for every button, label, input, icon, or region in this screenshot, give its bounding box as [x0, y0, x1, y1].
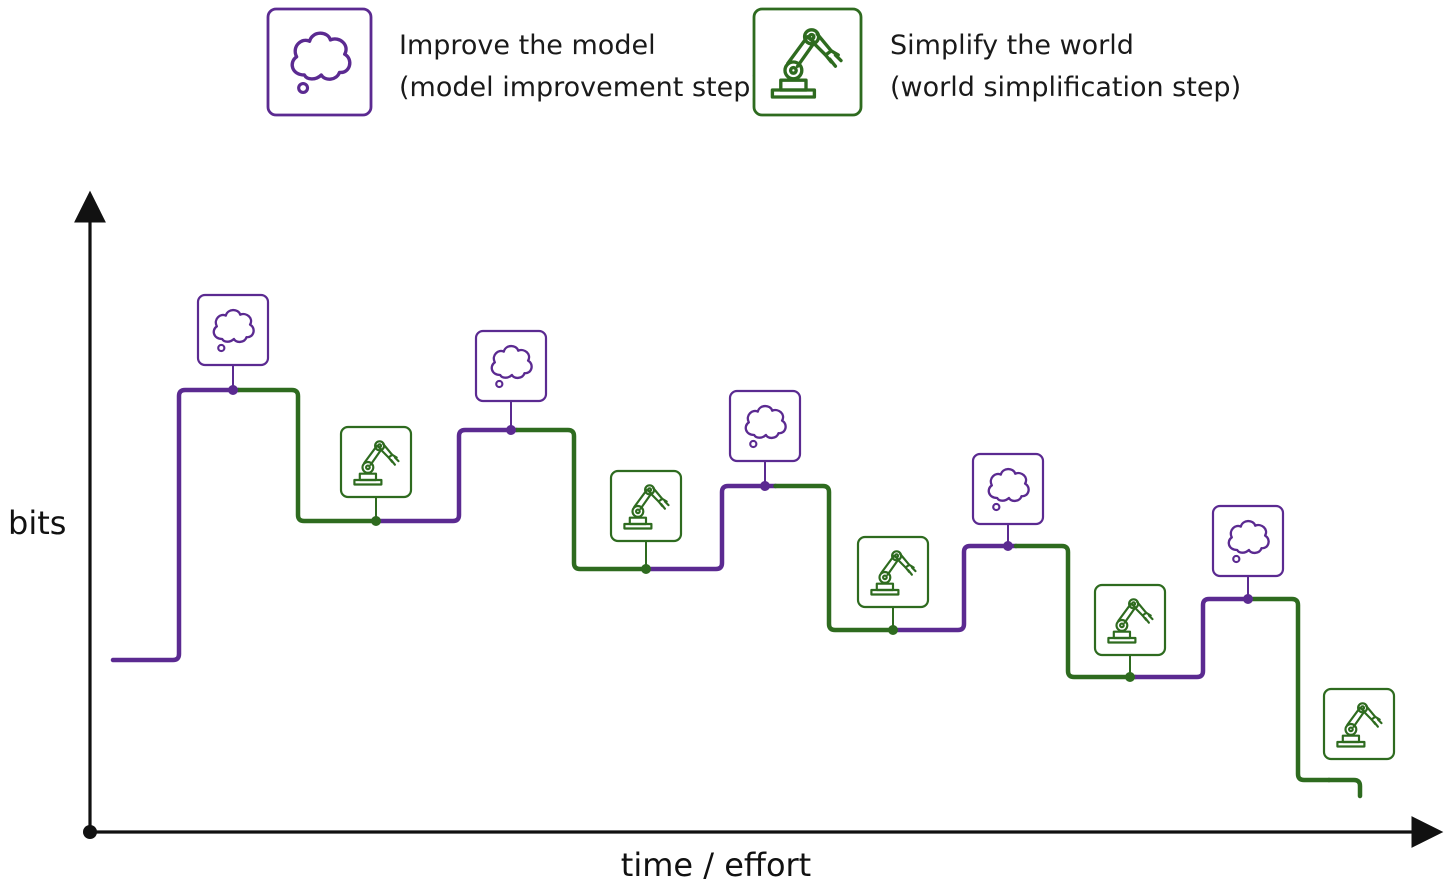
step-segment-3: [376, 427, 519, 524]
step-marker-6: [856, 535, 930, 635]
y-axis-label: bits: [8, 504, 66, 542]
marker-dot: [1243, 594, 1253, 604]
legend-item-world: Simplify the world (world simplification…: [752, 7, 1241, 117]
step-segment-1: [110, 387, 241, 663]
legend: Improve the model (model improvement ste…: [266, 7, 1241, 117]
step-segment-10: [1248, 596, 1332, 783]
marker-icon-box: [339, 425, 413, 499]
marker-icon-box: [474, 329, 548, 403]
step-markers: [196, 293, 1396, 761]
marker-icon-box: [1093, 583, 1167, 657]
step-marker-5: [728, 389, 802, 491]
marker-dot: [760, 481, 770, 491]
step-segment-4: [514, 427, 651, 572]
marker-icon-box: [196, 293, 270, 367]
marker-icon-box: [609, 469, 683, 543]
marker-dot: [371, 516, 381, 526]
step-segment-8: [1013, 543, 1138, 680]
step-segment-tail: [1326, 777, 1363, 799]
legend-world-subtitle: (world simplification step): [890, 72, 1241, 103]
marker-icon-box: [728, 389, 802, 463]
marker-dot: [641, 564, 651, 574]
legend-item-model: Improve the model (model improvement ste…: [266, 7, 761, 117]
legend-model-icon-box: [266, 7, 373, 117]
legend-model-title: Improve the model: [399, 30, 656, 61]
marker-icon-box: [971, 452, 1045, 526]
step-marker-2: [339, 425, 413, 526]
legend-world-icon-box: [752, 7, 863, 117]
step-segment-5: [645, 483, 778, 572]
step-marker-8: [1093, 583, 1167, 682]
step-marker-1: [196, 293, 270, 395]
marker-icon-box: [856, 535, 930, 609]
marker-icon-box: [1322, 687, 1396, 761]
step-marker-7: [971, 452, 1045, 551]
marker-dot: [228, 385, 238, 395]
step-marker-3: [474, 329, 548, 435]
marker-dot: [1125, 672, 1135, 682]
marker-dot: [506, 425, 516, 435]
legend-world-title: Simplify the world: [890, 30, 1134, 61]
axes: bits time / effort: [8, 190, 1444, 884]
axis-origin: [83, 825, 97, 839]
staircase-path: [110, 387, 1363, 799]
step-segment-2: [236, 387, 381, 524]
step-segment-7: [894, 543, 1019, 633]
marker-icon-box: [1211, 504, 1285, 578]
marker-dot: [1003, 541, 1013, 551]
x-axis-label: time / effort: [621, 846, 811, 884]
step-marker-10: [1322, 687, 1396, 761]
step-marker-9: [1211, 504, 1285, 604]
marker-dot: [888, 625, 898, 635]
step-marker-4: [609, 469, 683, 574]
step-segment-6: [773, 483, 899, 633]
legend-model-subtitle: (model improvement step): [399, 72, 761, 103]
step-segment-9: [1133, 596, 1253, 680]
